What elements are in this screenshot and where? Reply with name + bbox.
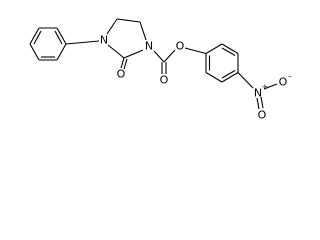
bonds (29, 18, 278, 110)
atom-label: O (176, 40, 185, 53)
atom-labels: N N O O O N + O - O (100, 34, 292, 122)
atom-label: N (100, 34, 108, 47)
atom-label: O (279, 76, 288, 89)
atom-charge: - (289, 72, 292, 81)
atom-label: O (258, 109, 267, 122)
atom-label: N (145, 40, 153, 53)
molecule-diagram: N N O O O N + O - O (29, 18, 292, 122)
atom-label: N (254, 87, 262, 100)
atom-charge: + (262, 83, 269, 92)
atom-label: O (117, 68, 126, 81)
atom-label: O (160, 74, 169, 87)
